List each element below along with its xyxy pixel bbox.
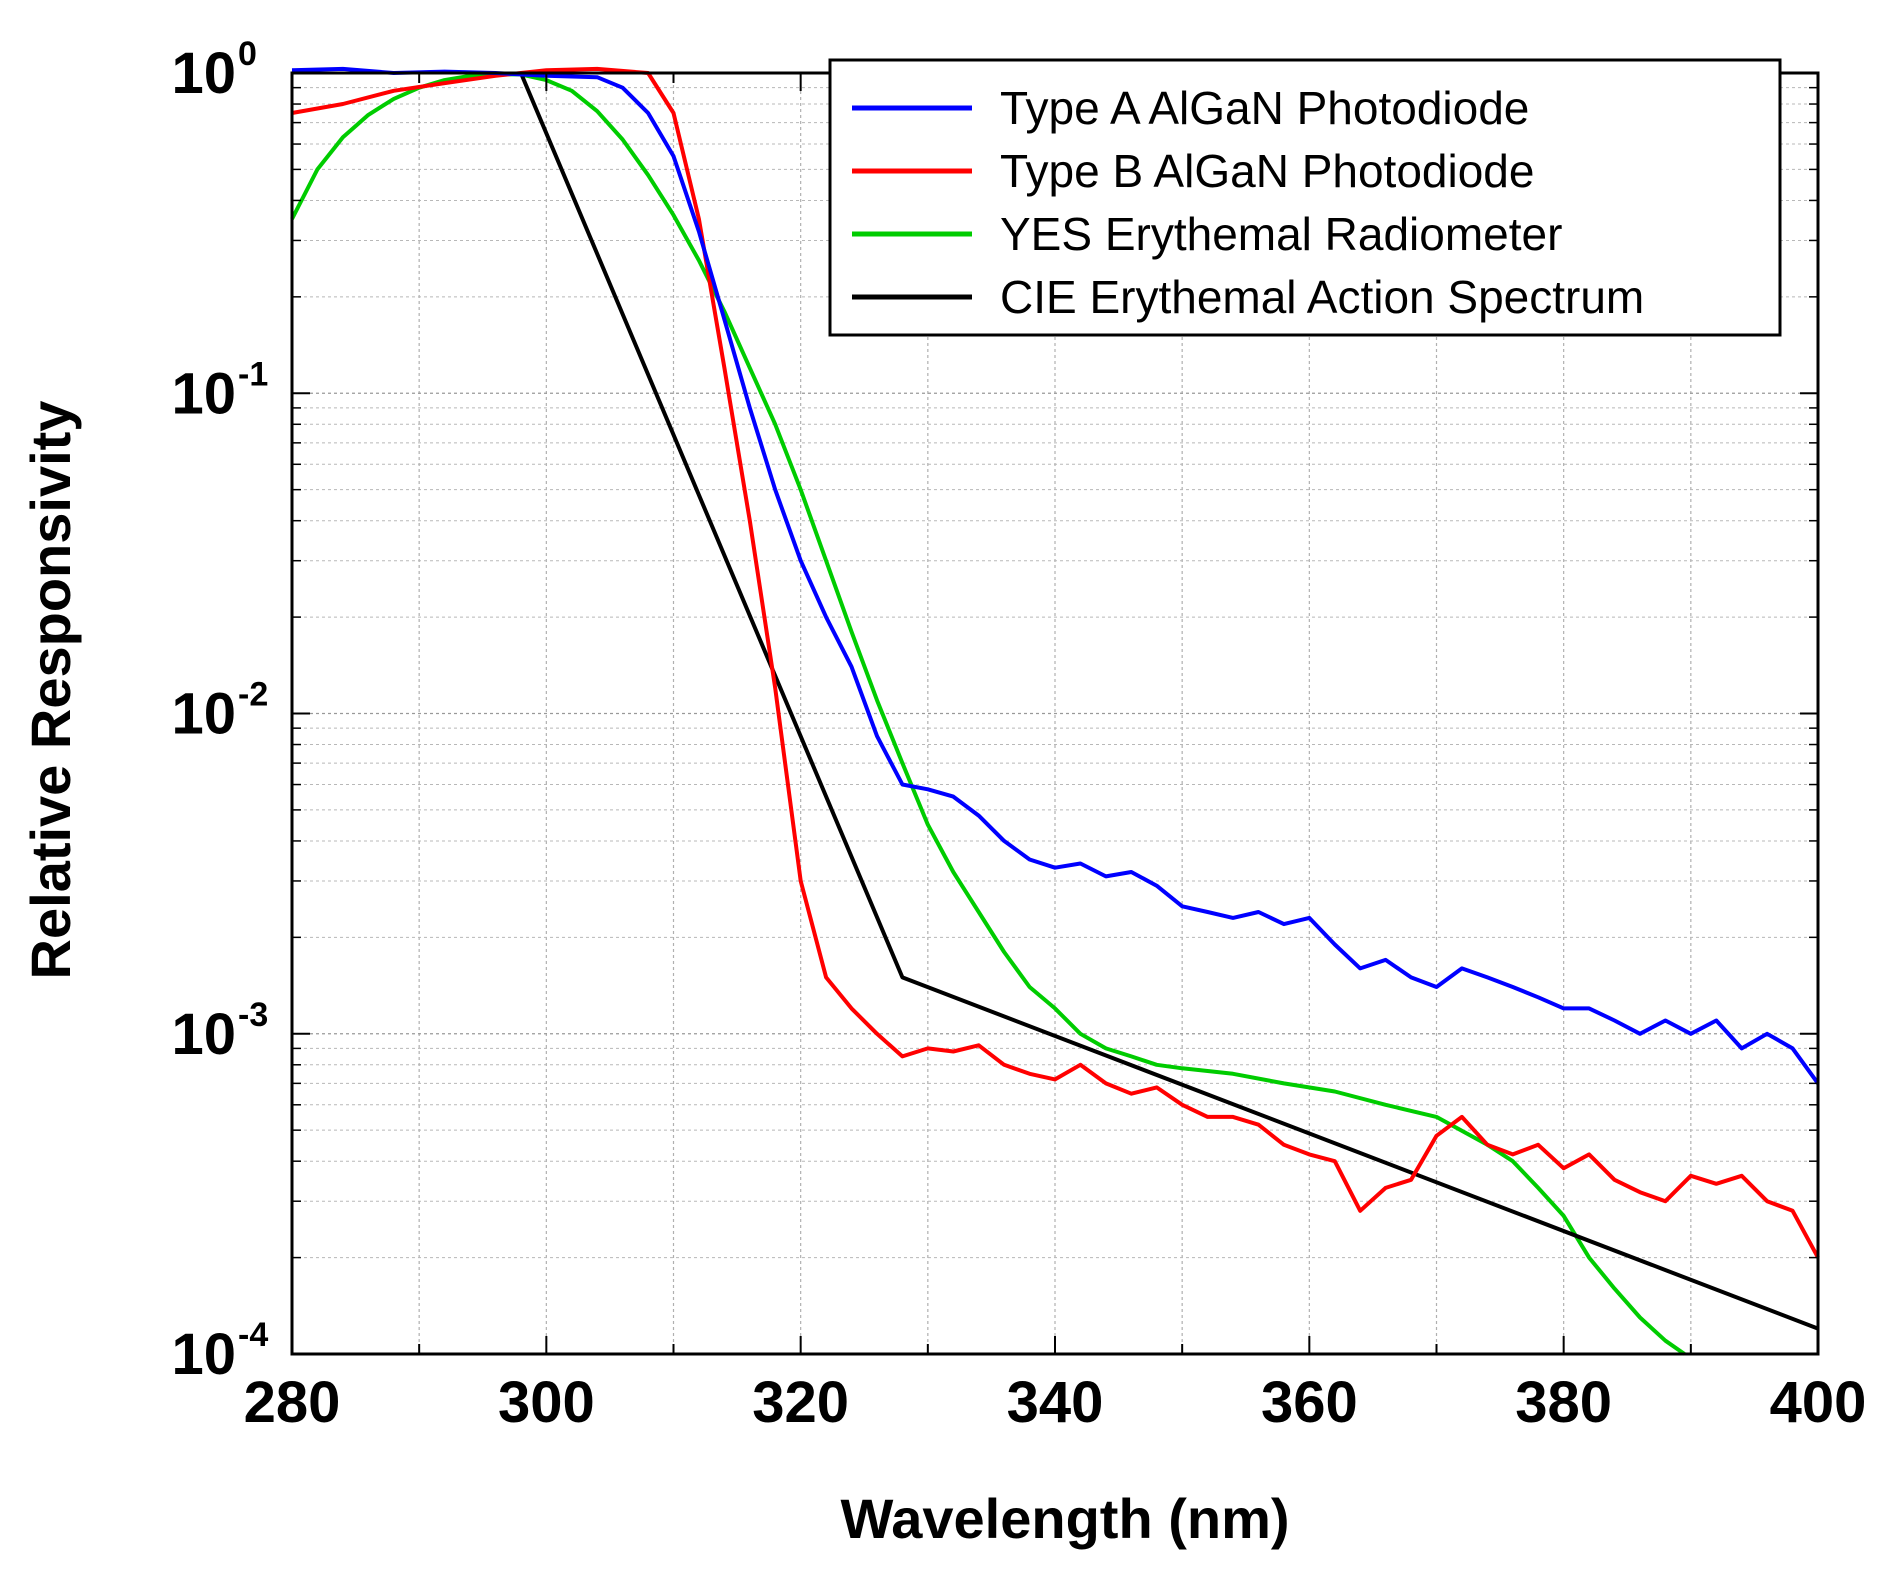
- y-tick-label: 10: [171, 1002, 236, 1067]
- series-line-1: [291, 66, 1820, 1085]
- x-tick-label: 360: [1261, 1370, 1358, 1435]
- y-axis-title: Relative Responsivity: [19, 401, 82, 980]
- series-line-2: [291, 66, 1820, 1259]
- legend: Type A AlGaN Photodiode Type B AlGaN Phot…: [828, 58, 1782, 337]
- y-tick-label-exponent: 0: [238, 35, 257, 73]
- ticks: [291, 72, 1819, 1355]
- x-tick-label: 280: [244, 1370, 341, 1435]
- legend-box: [828, 58, 1782, 337]
- x-tick-label: 380: [1515, 1370, 1612, 1435]
- y-tick-label-exponent: -4: [238, 1316, 268, 1354]
- legend-label-3: YES Erythemal Radiometer: [1000, 208, 1562, 260]
- series-line-4: [519, 72, 1819, 1331]
- y-tick-label-exponent: -2: [238, 676, 268, 714]
- y-tick-label-exponent: -3: [238, 996, 268, 1034]
- y-tick-label: 10: [171, 361, 236, 426]
- y-tick-label: 10: [171, 1322, 236, 1387]
- legend-label-2: Type B AlGaN Photodiode: [1000, 145, 1534, 197]
- y-tick-label-exponent: -1: [238, 355, 268, 393]
- x-axis-title: Wavelength (nm): [840, 1487, 1289, 1550]
- x-tick-label: 320: [752, 1370, 849, 1435]
- y-tick-label: 10: [171, 682, 236, 747]
- legend-label-4: CIE Erythemal Action Spectrum: [1000, 271, 1644, 323]
- legend-label-1: Type A AlGaN Photodiode: [1000, 82, 1529, 134]
- x-tick-label: 400: [1770, 1370, 1867, 1435]
- x-tick-label: 300: [498, 1370, 595, 1435]
- y-tick-label: 10: [171, 41, 236, 106]
- x-tick-label: 340: [1007, 1370, 1104, 1435]
